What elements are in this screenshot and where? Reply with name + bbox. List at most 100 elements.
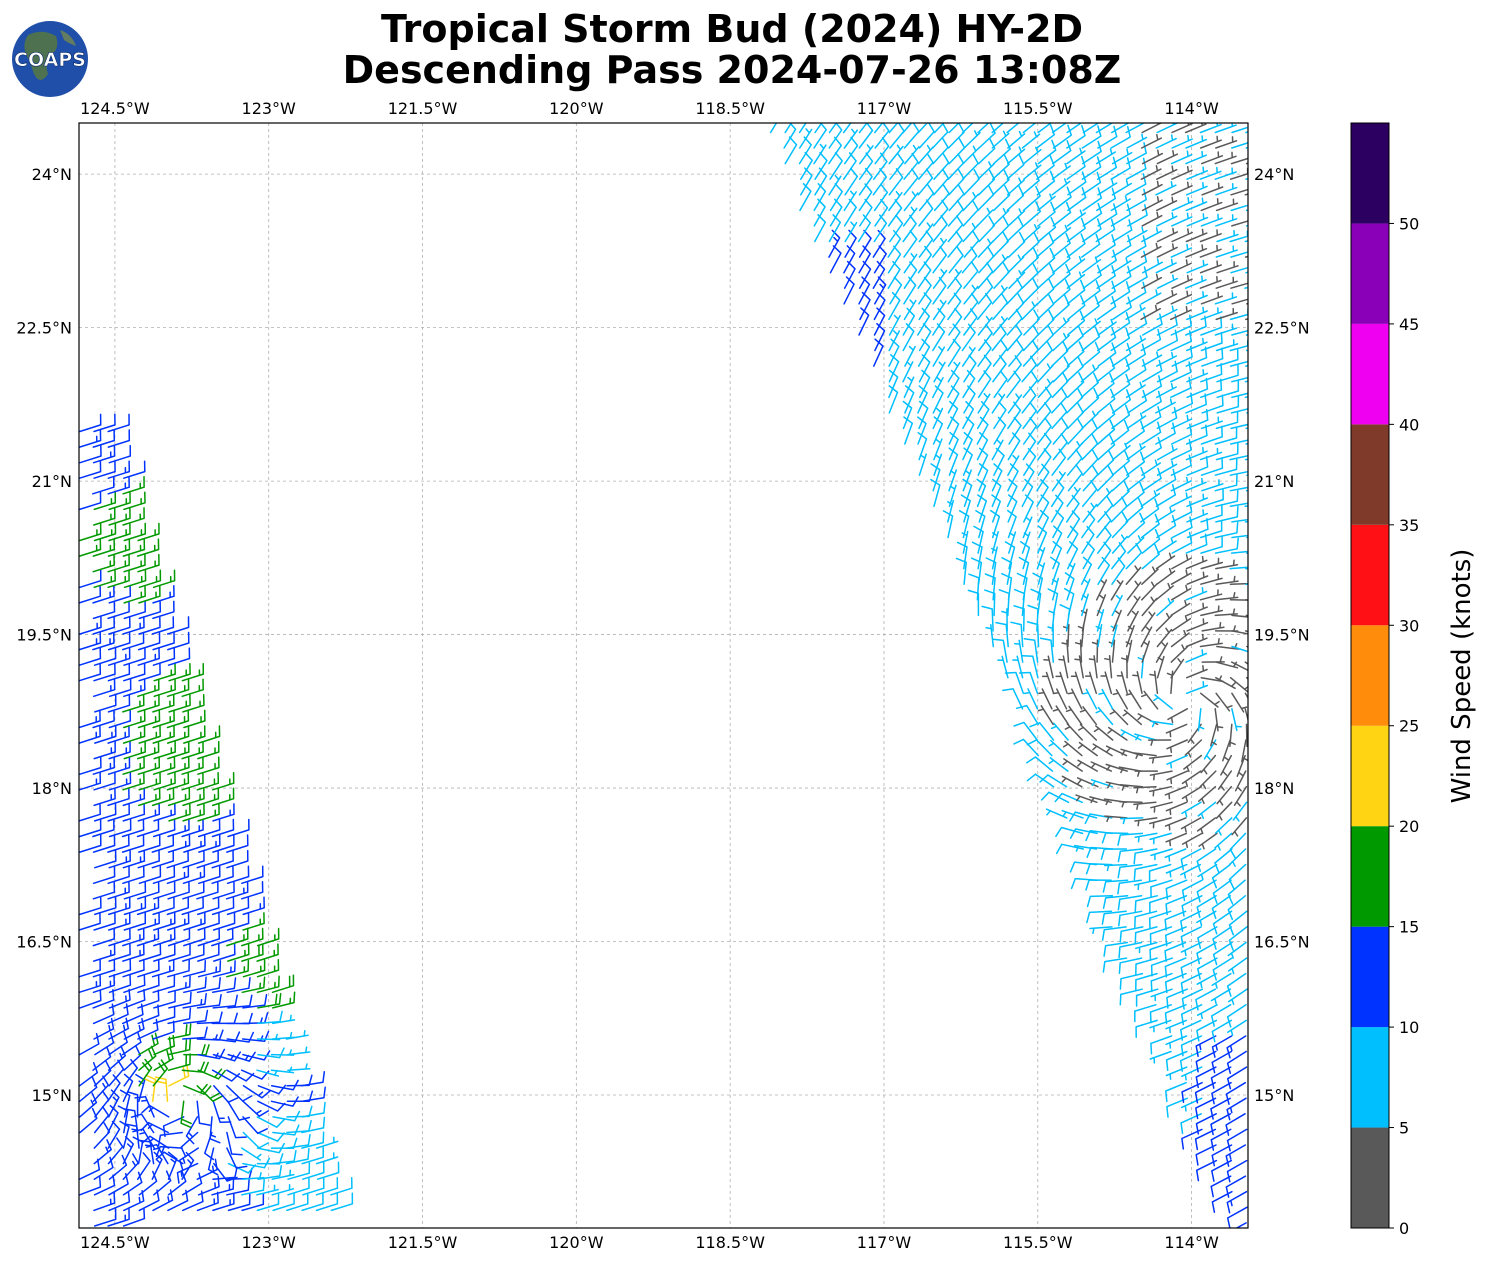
wind-barb [92,444,116,464]
wind-barb [166,678,190,698]
wind-barb [828,229,841,258]
wind-barb [153,771,176,791]
wind-barb [1140,626,1153,648]
wind-barb [992,215,1010,243]
wind-barb [136,538,160,557]
wind-barb [1231,126,1248,134]
wind-barb [107,631,131,651]
wind-barb [271,1014,296,1025]
wind-barb [1021,170,1040,196]
wind-barb [1226,1097,1247,1121]
wind-barb [1096,465,1114,492]
wind-barb [1245,364,1248,367]
wind-barb [166,771,190,791]
globe-land [24,31,58,80]
wind-barb [1211,972,1232,989]
wind-barb [168,662,191,682]
wind-barb [108,740,131,760]
wind-barb [1165,1081,1187,1103]
wind-barb [137,709,161,729]
wind-barb [182,943,205,962]
wind-barb [92,631,115,651]
wind-barb [1134,733,1157,741]
wind-barb [108,616,131,635]
wind-barb [977,392,991,414]
wind-barb [1021,262,1039,289]
wind-barb [1149,1019,1172,1033]
wind-barb [107,694,131,713]
wind-barb [1170,423,1193,445]
wind-barb [1215,801,1233,821]
wind-barb [1185,244,1208,258]
wind-barb [1214,708,1224,732]
wind-barb [1037,139,1057,165]
wind-barb [1141,596,1158,617]
wind-barb [79,725,101,744]
wind-barb [197,960,222,978]
wind-barb [196,1011,223,1025]
wind-barb [92,974,116,994]
colorbar-segment-50-55 [1351,123,1389,224]
wind-barb [873,183,889,212]
wind-barb [1211,1190,1233,1213]
colorbar-segment-0-5 [1351,1127,1389,1228]
wind-barb [1149,670,1159,695]
wind-barb [1181,770,1202,787]
wind-barb [1147,739,1172,746]
wind-barb [1156,227,1179,243]
wind-barb [108,818,132,838]
wind-barb [1216,379,1240,399]
wind-barb [198,865,221,885]
wind-barb [1117,895,1143,911]
wind-barb [1111,257,1132,274]
wind-barb [183,976,207,994]
wind-barb [1149,1050,1172,1064]
wind-barb [315,1136,339,1149]
wind-barb [152,569,176,589]
wind-barb [107,756,131,775]
wind-barb [79,834,102,853]
wind-barb [257,1047,285,1059]
wind-barb [167,631,190,651]
wind-barb [1170,644,1188,663]
wind-barb [1067,464,1083,492]
wind-barb [1122,709,1143,726]
wind-barb [977,161,995,180]
wind-barb [1210,1066,1232,1089]
wind-barb [212,1192,235,1212]
wind-barb [981,605,994,632]
wind-barb [991,285,1008,305]
colorbar: 0 5 10 15 20 25 30 35 40 45 50 Wind Speed (knots) [1350,122,1477,1238]
lon-tick-label-top: 121.5°W [388,99,458,118]
wind-barb [1235,1222,1247,1228]
wind-barb [209,1116,221,1144]
wind-barb [138,600,162,620]
lon-tick-label-bottom: 114°W [1164,1233,1219,1252]
wind-barb [182,959,207,978]
wind-barb [79,1107,98,1134]
wind-barb [1081,410,1099,430]
wind-barb [947,323,961,352]
wind-barb [842,123,852,134]
wind-barb [930,463,941,492]
wind-barb [285,1029,309,1040]
wind-barb [1125,173,1147,196]
wind-barb [138,1058,153,1087]
wind-barb [1127,595,1141,617]
wind-barb [167,881,190,900]
wind-barb [151,849,175,869]
wind-barb [1111,404,1131,430]
wind-barb [1036,170,1056,196]
wind-barb [1069,828,1098,839]
wind-barb [1215,214,1238,227]
wind-barb [1170,414,1193,430]
wind-barb [904,345,916,367]
wind-barb [918,183,935,212]
wind-barb [93,1156,114,1180]
wind-barb [1021,278,1039,305]
wind-barb [1180,1004,1203,1026]
wind-barb [1051,317,1070,336]
wind-barb [1212,957,1233,981]
wind-barb [107,803,130,822]
wind-barb [1081,233,1101,258]
